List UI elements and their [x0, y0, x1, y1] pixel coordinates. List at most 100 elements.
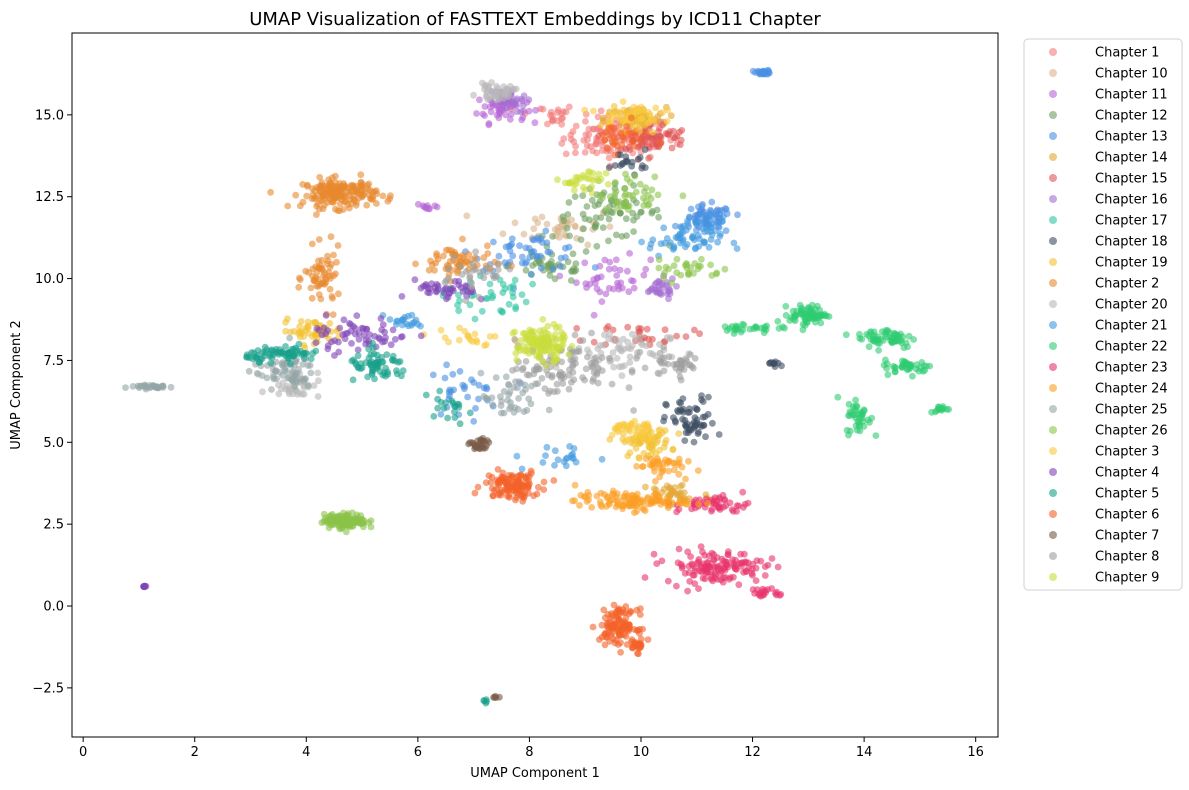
data-point	[519, 498, 527, 505]
data-point	[129, 383, 137, 390]
data-point	[480, 274, 488, 282]
data-point	[159, 382, 167, 390]
data-point	[757, 557, 765, 565]
data-point	[531, 119, 539, 127]
data-point	[369, 339, 376, 347]
data-point	[806, 314, 814, 322]
data-point	[313, 211, 320, 219]
data-point	[589, 125, 597, 133]
data-point	[499, 289, 507, 296]
data-point	[722, 206, 730, 213]
data-point	[675, 545, 683, 553]
data-point	[620, 624, 628, 632]
data-point	[691, 260, 699, 267]
data-point	[259, 388, 266, 396]
legend-label: Chapter 18	[1095, 235, 1168, 250]
data-point	[478, 307, 486, 315]
data-point	[527, 270, 535, 278]
data-point	[570, 186, 578, 194]
data-point	[480, 254, 488, 262]
data-point	[903, 365, 911, 373]
data-point	[441, 334, 449, 341]
data-point	[634, 155, 642, 163]
data-point	[893, 331, 901, 339]
data-point	[546, 272, 554, 279]
data-point	[629, 137, 637, 145]
data-point	[871, 336, 879, 344]
data-point	[284, 202, 292, 210]
data-point	[391, 336, 399, 343]
legend-label: Chapter 3	[1095, 445, 1159, 460]
data-point	[653, 455, 661, 463]
data-point	[297, 317, 305, 325]
data-point	[842, 331, 850, 339]
data-point	[333, 258, 340, 266]
data-point	[399, 367, 407, 375]
data-point	[620, 618, 628, 625]
data-point	[559, 341, 567, 348]
data-point	[367, 195, 374, 202]
data-point	[602, 290, 610, 298]
data-point	[466, 409, 474, 417]
data-point	[616, 209, 624, 217]
y-tick-label: 15.0	[35, 108, 64, 123]
data-point	[616, 114, 624, 121]
data-point	[625, 288, 633, 296]
data-point	[654, 436, 662, 444]
data-point	[595, 200, 602, 208]
data-point	[386, 316, 394, 323]
data-point	[470, 379, 478, 386]
legend-label: Chapter 5	[1095, 487, 1159, 502]
data-point	[573, 348, 580, 356]
data-point	[650, 464, 658, 471]
data-point	[568, 342, 576, 350]
data-point	[366, 331, 373, 338]
data-point	[864, 416, 872, 424]
data-point	[590, 276, 598, 283]
legend-marker	[1049, 510, 1057, 518]
data-point	[389, 326, 397, 334]
data-point	[559, 114, 566, 122]
data-point	[282, 327, 289, 335]
data-point	[594, 113, 602, 121]
data-point	[312, 318, 319, 326]
legend-marker	[1049, 363, 1057, 371]
data-point	[677, 500, 685, 507]
data-point	[633, 104, 641, 112]
data-point	[429, 371, 437, 379]
data-point	[613, 614, 620, 622]
data-point	[314, 369, 322, 377]
data-point	[629, 644, 636, 651]
data-point	[349, 376, 357, 384]
data-point	[475, 381, 483, 389]
data-point	[167, 383, 175, 391]
data-point	[253, 370, 261, 377]
data-point	[590, 338, 598, 346]
data-point	[523, 472, 531, 480]
data-point	[670, 414, 677, 421]
data-point	[586, 168, 594, 176]
data-point	[637, 115, 645, 123]
data-point	[626, 607, 634, 615]
data-point	[618, 233, 626, 240]
data-point	[332, 172, 339, 180]
series-chapter-18	[605, 146, 785, 446]
data-point	[521, 492, 528, 500]
legend-label: Chapter 13	[1095, 130, 1168, 145]
data-point	[717, 561, 725, 569]
data-point	[488, 473, 496, 481]
data-point	[601, 614, 609, 622]
data-point	[565, 103, 573, 111]
data-point	[397, 333, 405, 341]
data-point	[522, 298, 530, 306]
data-point	[354, 352, 362, 360]
data-point	[508, 240, 515, 248]
data-point	[692, 244, 699, 252]
legend-label: Chapter 25	[1095, 403, 1168, 418]
data-point	[644, 636, 652, 643]
data-point	[576, 502, 583, 509]
data-point	[590, 311, 598, 319]
data-point	[431, 202, 439, 210]
data-point	[559, 334, 566, 342]
data-point	[520, 92, 528, 100]
